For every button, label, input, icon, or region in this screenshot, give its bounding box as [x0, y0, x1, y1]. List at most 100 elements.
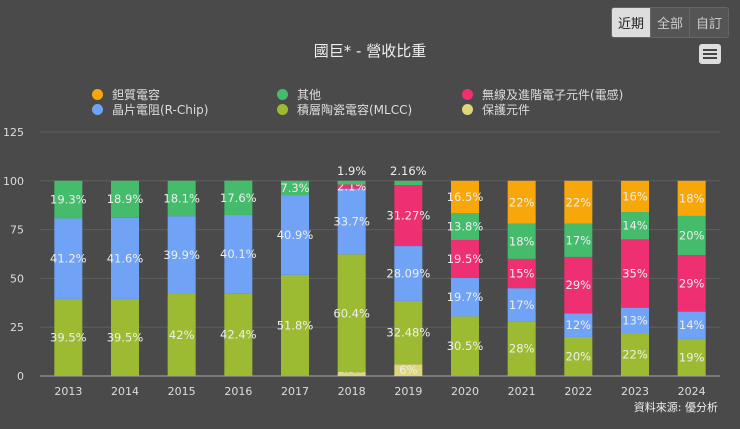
legend-item[interactable]: 晶片電阻(R-Chip): [92, 101, 208, 118]
bar-segment[interactable]: [54, 298, 83, 376]
bar-segment[interactable]: [451, 278, 479, 317]
bar-segment[interactable]: [451, 213, 479, 240]
x-tick-label: 2013: [54, 385, 82, 398]
bar-segment[interactable]: [621, 307, 649, 334]
bar-segment[interactable]: [677, 311, 706, 339]
bar-segment[interactable]: [224, 293, 253, 376]
data-label: 20%: [679, 228, 705, 242]
bar-segment[interactable]: [167, 294, 196, 376]
bar-segment[interactable]: [677, 338, 706, 376]
data-label: 12%: [566, 318, 592, 332]
legend-dot-icon: [92, 89, 103, 100]
bar-segment[interactable]: [507, 321, 536, 376]
bar-segment[interactable]: [507, 288, 536, 322]
range-recent-button[interactable]: 近期: [611, 8, 650, 37]
data-label: 1.9%: [337, 164, 366, 178]
bar-segment[interactable]: [337, 184, 366, 189]
data-label: 18.9%: [107, 192, 144, 206]
bar-segment[interactable]: [337, 372, 366, 376]
bar-segment[interactable]: [564, 336, 593, 376]
legend-label: 保護元件: [482, 103, 531, 117]
bar-segment[interactable]: [111, 180, 139, 218]
data-label: 14%: [622, 219, 648, 233]
y-tick-label: 50: [10, 272, 24, 285]
data-label: 60.4%: [333, 306, 370, 320]
bar-segment[interactable]: [394, 246, 423, 301]
bar-segment[interactable]: [111, 298, 139, 376]
bar-segment[interactable]: [677, 215, 706, 255]
bar-segment[interactable]: [337, 188, 366, 255]
bar-segment[interactable]: [224, 214, 253, 294]
bar-segment[interactable]: [224, 180, 253, 215]
bar-segment[interactable]: [507, 180, 536, 224]
legend-item[interactable]: 積層陶瓷電容(MLCC): [277, 101, 412, 118]
bar-segment[interactable]: [394, 185, 423, 247]
x-tick-label: 2014: [111, 385, 139, 398]
data-label: 40.1%: [220, 247, 257, 261]
data-label: 16.5%: [447, 190, 484, 204]
bar-segment[interactable]: [111, 217, 139, 299]
data-label: 19%: [679, 350, 705, 364]
bar-segment[interactable]: [394, 180, 423, 186]
legend-dot-icon: [92, 104, 103, 115]
bar-segment[interactable]: [564, 223, 593, 257]
bar-segment[interactable]: [621, 212, 649, 240]
bar-segment[interactable]: [451, 239, 479, 279]
bar-segment[interactable]: [54, 180, 83, 219]
bar-segment[interactable]: [167, 180, 196, 217]
bar-segment[interactable]: [677, 254, 706, 312]
bar-segment[interactable]: [337, 180, 366, 185]
source-note: 資料來源: 優分析: [633, 401, 718, 414]
data-label: 16%: [622, 189, 648, 203]
y-tick-label: 25: [10, 321, 24, 334]
x-tick-label: 2023: [621, 385, 649, 398]
bar-segment[interactable]: [337, 254, 366, 373]
range-selector: 近期 全部 自訂: [610, 7, 729, 38]
menu-icon[interactable]: [699, 44, 721, 64]
legend-item[interactable]: 無線及進階電子元件(電感): [462, 86, 623, 103]
bar-segment[interactable]: [564, 180, 593, 224]
x-tick-label: 2024: [678, 385, 706, 398]
data-label: 35%: [622, 267, 648, 281]
range-custom-button[interactable]: 自訂: [688, 8, 728, 37]
data-label: 13%: [622, 313, 648, 327]
data-label: 42.4%: [220, 328, 257, 342]
bar-segment[interactable]: [394, 300, 423, 365]
data-label: 39.5%: [50, 330, 87, 344]
data-label: 32.48%: [386, 326, 430, 340]
legend-item[interactable]: 其他: [277, 86, 321, 103]
chart-title: 國巨* - 營收比重: [313, 42, 427, 60]
data-label: 22%: [509, 195, 535, 209]
legend-label: 晶片電阻(R-Chip): [112, 103, 209, 117]
data-label: 40.9%: [277, 228, 314, 242]
bar-segment[interactable]: [451, 180, 479, 214]
bar-segment[interactable]: [564, 256, 593, 314]
data-label: 42%: [169, 328, 195, 342]
bar-segment[interactable]: [167, 216, 196, 295]
legend-dot-icon: [277, 104, 288, 115]
bar-segment[interactable]: [621, 180, 649, 213]
bar-segment[interactable]: [621, 333, 649, 376]
bar-segment[interactable]: [394, 364, 423, 376]
bar-segment[interactable]: [281, 180, 309, 196]
legend-dot-icon: [462, 89, 473, 100]
bar-segment[interactable]: [507, 258, 536, 289]
data-label: 18.1%: [163, 191, 200, 205]
bar-segment[interactable]: [564, 313, 593, 337]
legend-label: 無線及進階電子元件(電感): [482, 88, 624, 102]
legend-item[interactable]: 保護元件: [462, 101, 530, 118]
bar-segment[interactable]: [54, 218, 83, 299]
bar-segment[interactable]: [507, 223, 536, 259]
bar-segment[interactable]: [677, 180, 706, 216]
range-all-button[interactable]: 全部: [649, 8, 689, 37]
data-label: 29%: [566, 278, 592, 292]
bar-segment[interactable]: [281, 274, 309, 376]
data-label: 6%: [399, 363, 417, 377]
bar-segment[interactable]: [451, 316, 479, 376]
legend-item[interactable]: 鉭質電容: [92, 86, 160, 103]
bar-segment[interactable]: [281, 195, 309, 275]
bar-segment[interactable]: [621, 239, 649, 308]
data-label: 20%: [566, 349, 592, 363]
